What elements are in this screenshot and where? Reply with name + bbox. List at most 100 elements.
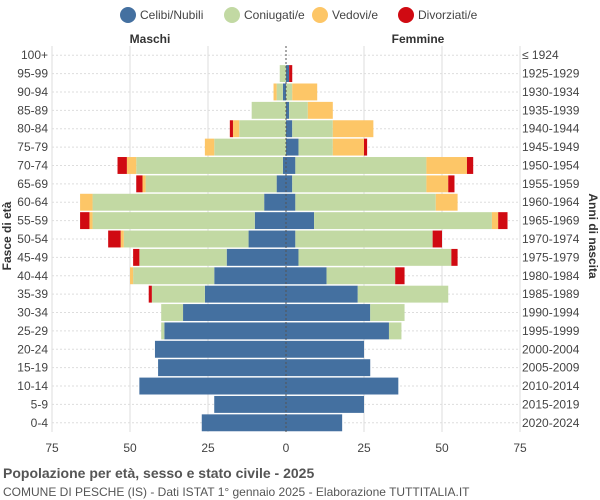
bar-female-celibi-nubili-35-39 [286,285,358,303]
bar-female-divorziati-e-55-59 [498,212,508,230]
bar-female-coniugati-e-70-74 [295,157,427,174]
bar-female-celibi-nubili-95-99 [286,65,290,83]
bar-male-coniugati-e-90-94 [276,83,283,101]
legend-item-divorziati-e: Divorziati/e [398,7,478,23]
age-tick-label: 100+ [21,48,48,62]
bar-female-divorziati-e-50-54 [432,230,442,248]
birth-year-tick-label: 2015-2019 [522,397,580,411]
birth-year-tick-label: 1955-1959 [522,177,580,191]
x-tick-label: 0 [283,441,290,455]
bar-male-coniugati-e-95-99 [279,65,286,83]
bar-female-celibi-nubili-50-54 [286,230,296,248]
bar-female-celibi-nubili-60-64 [286,193,296,211]
birth-year-tick-label: 1950-1954 [522,158,580,172]
bar-male-coniugati-e-50-54 [123,230,249,248]
bar-female-celibi-nubili-15-19 [286,359,371,377]
bar-female-vedovi-e-60-64 [435,193,458,211]
age-tick-label: 10-14 [17,379,48,393]
bar-male-divorziati-e-80-84 [229,120,233,138]
bar-male-celibi-nubili-60-64 [264,193,286,211]
birth-year-tick-label: 2020-2024 [522,416,580,430]
birth-year-tick-label: ≤ 1924 [522,48,559,62]
bar-male-coniugati-e-75-79 [214,138,286,156]
bar-female-coniugati-e-65-69 [292,175,427,193]
bar-female-divorziati-e-45-49 [451,248,458,266]
birth-year-tick-label: 1975-1979 [522,250,580,264]
bar-female-coniugati-e-90-94 [286,83,293,101]
bar-male-coniugati-e-70-74 [136,157,283,174]
bar-female-celibi-nubili-70-74 [286,157,296,174]
bar-male-vedovi-e-60-64 [80,193,93,211]
bar-male-celibi-nubili-40-44 [214,267,286,285]
bar-male-coniugati-e-45-49 [139,248,227,266]
bar-female-coniugati-e-85-89 [289,101,308,119]
legend-label: Coniugati/e [244,8,305,22]
legend-swatch [398,7,414,23]
bar-male-vedovi-e-55-59 [89,212,93,230]
birth-year-tick-label: 2010-2014 [522,379,580,393]
bar-male-vedovi-e-75-79 [204,138,215,156]
bar-female-celibi-nubili-5-9 [286,395,364,413]
bar-male-coniugati-e-65-69 [145,175,277,193]
bar-male-celibi-nubili-45-49 [226,248,286,266]
bar-female-vedovi-e-65-69 [426,175,449,193]
bar-female-celibi-nubili-80-84 [286,120,293,138]
legend-label: Divorziati/e [418,8,478,22]
chart-title: Popolazione per età, sesso e stato civil… [3,465,314,481]
bar-male-vedovi-e-90-94 [273,83,277,101]
birth-year-tick-label: 1925-1929 [522,67,580,81]
bar-male-divorziati-e-70-74 [117,157,127,174]
bar-male-celibi-nubili-35-39 [204,285,286,303]
x-tick-label: 75 [45,441,59,455]
bar-female-divorziati-e-95-99 [289,65,293,83]
age-tick-label: 60-64 [17,195,48,209]
x-tick-label: 50 [123,441,137,455]
birth-year-tick-label: 1945-1949 [522,140,580,154]
legend: Celibi/Nubili Coniugati/e Vedovi/e Divorzia… [120,7,478,23]
bar-male-vedovi-e-80-84 [232,120,240,138]
bar-female-celibi-nubili-85-89 [286,101,290,119]
bar-male-celibi-nubili-10-14 [139,377,286,395]
bar-female-divorziati-e-75-79 [364,138,368,156]
bar-female-vedovi-e-55-59 [491,212,499,230]
bar-male-coniugati-e-60-64 [92,193,265,211]
right-axis-title: Anni di nascita [586,193,600,279]
birth-year-tick-label: 2000-2004 [522,342,580,356]
bar-male-celibi-nubili-0-4 [201,414,286,432]
bar-male-divorziati-e-35-39 [148,285,152,303]
bar-female-celibi-nubili-65-69 [286,175,293,193]
bars [80,46,508,432]
bar-female-celibi-nubili-0-4 [286,414,343,432]
age-tick-label: 35-39 [17,287,48,301]
age-tick-label: 90-94 [17,85,48,99]
bar-female-coniugati-e-40-44 [326,267,396,285]
bar-female-coniugati-e-60-64 [295,193,436,211]
birth-year-tick-label: 1940-1944 [522,122,580,136]
bar-male-celibi-nubili-70-74 [282,157,286,174]
age-tick-label: 55-59 [17,214,48,228]
bar-male-celibi-nubili-5-9 [214,395,286,413]
x-tick-label: 25 [357,441,371,455]
bar-male-celibi-nubili-15-19 [158,359,286,377]
age-tick-label: 5-9 [31,397,49,411]
age-tick-label: 70-74 [17,158,48,172]
left-axis-title: Fasce di età [0,201,14,270]
bar-male-divorziati-e-65-69 [136,175,143,193]
bar-female-vedovi-e-70-74 [426,157,467,174]
bar-female-coniugati-e-45-49 [298,248,452,266]
age-tick-label: 40-44 [17,269,48,283]
bar-female-celibi-nubili-55-59 [286,212,315,230]
bar-female-coniugati-e-75-79 [298,138,333,156]
bar-female-coniugati-e-80-84 [292,120,333,138]
bar-female-vedovi-e-75-79 [332,138,364,156]
bar-female-coniugati-e-25-29 [388,322,402,340]
birth-year-tick-label: 1990-1994 [522,306,580,320]
bar-male-coniugati-e-25-29 [161,322,165,340]
bar-female-divorziati-e-70-74 [466,157,474,174]
legend-item-coniugati-e: Coniugati/e [224,7,305,23]
bar-female-vedovi-e-85-89 [307,101,333,119]
age-tick-label: 20-24 [17,342,48,356]
bar-male-coniugati-e-35-39 [151,285,205,303]
bar-female-celibi-nubili-30-34 [286,304,371,321]
